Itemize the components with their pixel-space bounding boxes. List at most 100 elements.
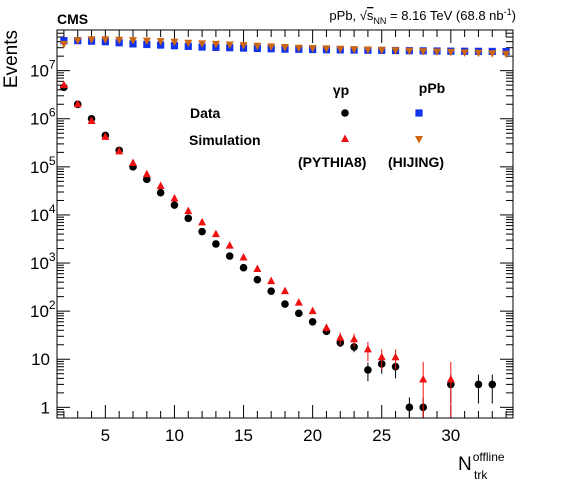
gp_sim-point: [363, 344, 372, 353]
gp_sim-point: [294, 298, 303, 306]
gp_data-point: [281, 300, 289, 308]
gp_data-point: [143, 175, 151, 184]
ppb_sim-point: [488, 50, 497, 58]
gp_data-point: [170, 201, 179, 209]
gp_sim-point: [253, 264, 262, 273]
gp_sim-point: [239, 253, 248, 261]
y-axis-label: Events: [1, 30, 22, 88]
ppb_sim-point: [87, 36, 96, 44]
ppb_sim-point: [474, 49, 483, 58]
y-tick-label: 106: [30, 106, 56, 129]
ppb_data-point: [60, 37, 68, 45]
gp_sim-point: [129, 158, 137, 167]
legend-row-data: Data: [190, 105, 221, 121]
y-tick-label: 105: [30, 154, 56, 177]
gp_sim-point: [101, 132, 110, 140]
ppb_sim-point: [294, 44, 303, 53]
ppb_sim-point: [350, 46, 359, 54]
ppb_sim-point: [405, 47, 414, 56]
y-tick-label: 1: [41, 398, 50, 417]
legend-marker-ppb-data: [415, 109, 423, 117]
gp_data-point: [212, 240, 220, 248]
y-tick-label: 103: [30, 250, 56, 273]
ppb_sim-point: [267, 43, 276, 51]
ppb_sim-point: [73, 37, 82, 45]
gp_data-point: [267, 287, 275, 295]
gp_sim-point: [350, 334, 359, 343]
legend-col-ppb: pPb: [419, 80, 445, 96]
gp_data-point: [295, 309, 303, 318]
gp_sim-point: [73, 99, 82, 108]
ppb_sim-point: [115, 36, 124, 45]
y-tick-label: 102: [30, 298, 56, 321]
x-tick-label: 10: [165, 426, 184, 445]
plot-frame: [56, 29, 514, 419]
gp_data-point: [253, 275, 262, 284]
legend-row-sim: Simulation: [189, 132, 261, 148]
gp_data-point: [364, 366, 372, 374]
gp_data-point: [488, 380, 497, 389]
gp_sim-point: [391, 352, 400, 361]
legend-marker-gp-sim: [341, 134, 349, 142]
ppb_sim-point: [322, 45, 331, 53]
y-tick-labels: 1 10 102 103 104 105 106 107: [30, 58, 56, 418]
gp_data-point: [308, 318, 317, 326]
ppb_sim-point: [211, 40, 220, 49]
ppb_sim-point: [225, 41, 234, 49]
ppb_sim-point: [502, 50, 511, 59]
x-tick-label: 20: [303, 426, 322, 445]
gp_sim-point: [59, 80, 68, 89]
gp_sim-point: [377, 352, 386, 361]
ppb_sim-point: [419, 48, 428, 56]
y-tick-label: 104: [30, 202, 56, 225]
legend-marker-ppb-sim: [415, 136, 423, 144]
ppb_sim-point: [308, 45, 317, 53]
gp_sim-point: [170, 193, 179, 202]
ppb_sim-point: [253, 42, 262, 51]
ppb_sim-point: [59, 40, 68, 49]
gp_data-point: [405, 403, 414, 412]
gp_data-point: [225, 252, 234, 260]
ppb_sim-point: [184, 39, 193, 48]
gp_sim-point: [322, 323, 331, 331]
ppb_sim-point: [446, 48, 455, 57]
experiment-label: CMS: [57, 11, 88, 27]
gp_sim-point: [184, 206, 193, 215]
ppb_sim-point: [170, 38, 179, 47]
gp_sim-point: [198, 217, 207, 226]
gp_sim-point: [281, 286, 289, 295]
gp_sim-point: [211, 229, 220, 238]
data-marks: [59, 36, 511, 418]
gp_sim-point: [267, 276, 276, 285]
gp_data-point: [239, 263, 248, 272]
gp_sim-point: [87, 116, 96, 124]
ppb_sim-point: [101, 36, 110, 44]
ppb_sim-point: [129, 37, 137, 45]
gp_sim-point: [336, 333, 345, 341]
gp_sim-point: [419, 374, 428, 383]
gp_sim-point: [308, 306, 317, 315]
ppb_sim-point: [391, 47, 400, 55]
ppb_sim-point: [377, 46, 386, 55]
gp_sim-point: [225, 241, 234, 249]
x-tick-label: 15: [234, 426, 253, 445]
legend-gen-ppb: (HIJING): [388, 154, 444, 170]
gp_data-point: [474, 380, 483, 389]
x-tick-label: 5: [101, 426, 110, 445]
gp_data-point: [198, 227, 206, 236]
ppb_sim-point: [336, 45, 345, 54]
gp_sim-point: [156, 181, 165, 189]
y-tick-label: 107: [30, 58, 56, 81]
ppb_sim-point: [198, 40, 207, 48]
x-tick-label: 25: [372, 426, 391, 445]
x-axis-label: Noffline trk: [458, 450, 505, 482]
ppb_sim-point: [433, 48, 441, 57]
gp_sim-point: [446, 374, 455, 383]
ppb_sim-point: [142, 37, 151, 46]
header-text: pPb, √sNN = 8.16 TeV (68.8 nb-1): [329, 7, 516, 26]
ppb_sim-point: [156, 38, 165, 46]
gp_sim-point: [142, 169, 151, 178]
legend-marker-gp-data: [341, 109, 349, 117]
gp_data-point: [184, 214, 193, 223]
